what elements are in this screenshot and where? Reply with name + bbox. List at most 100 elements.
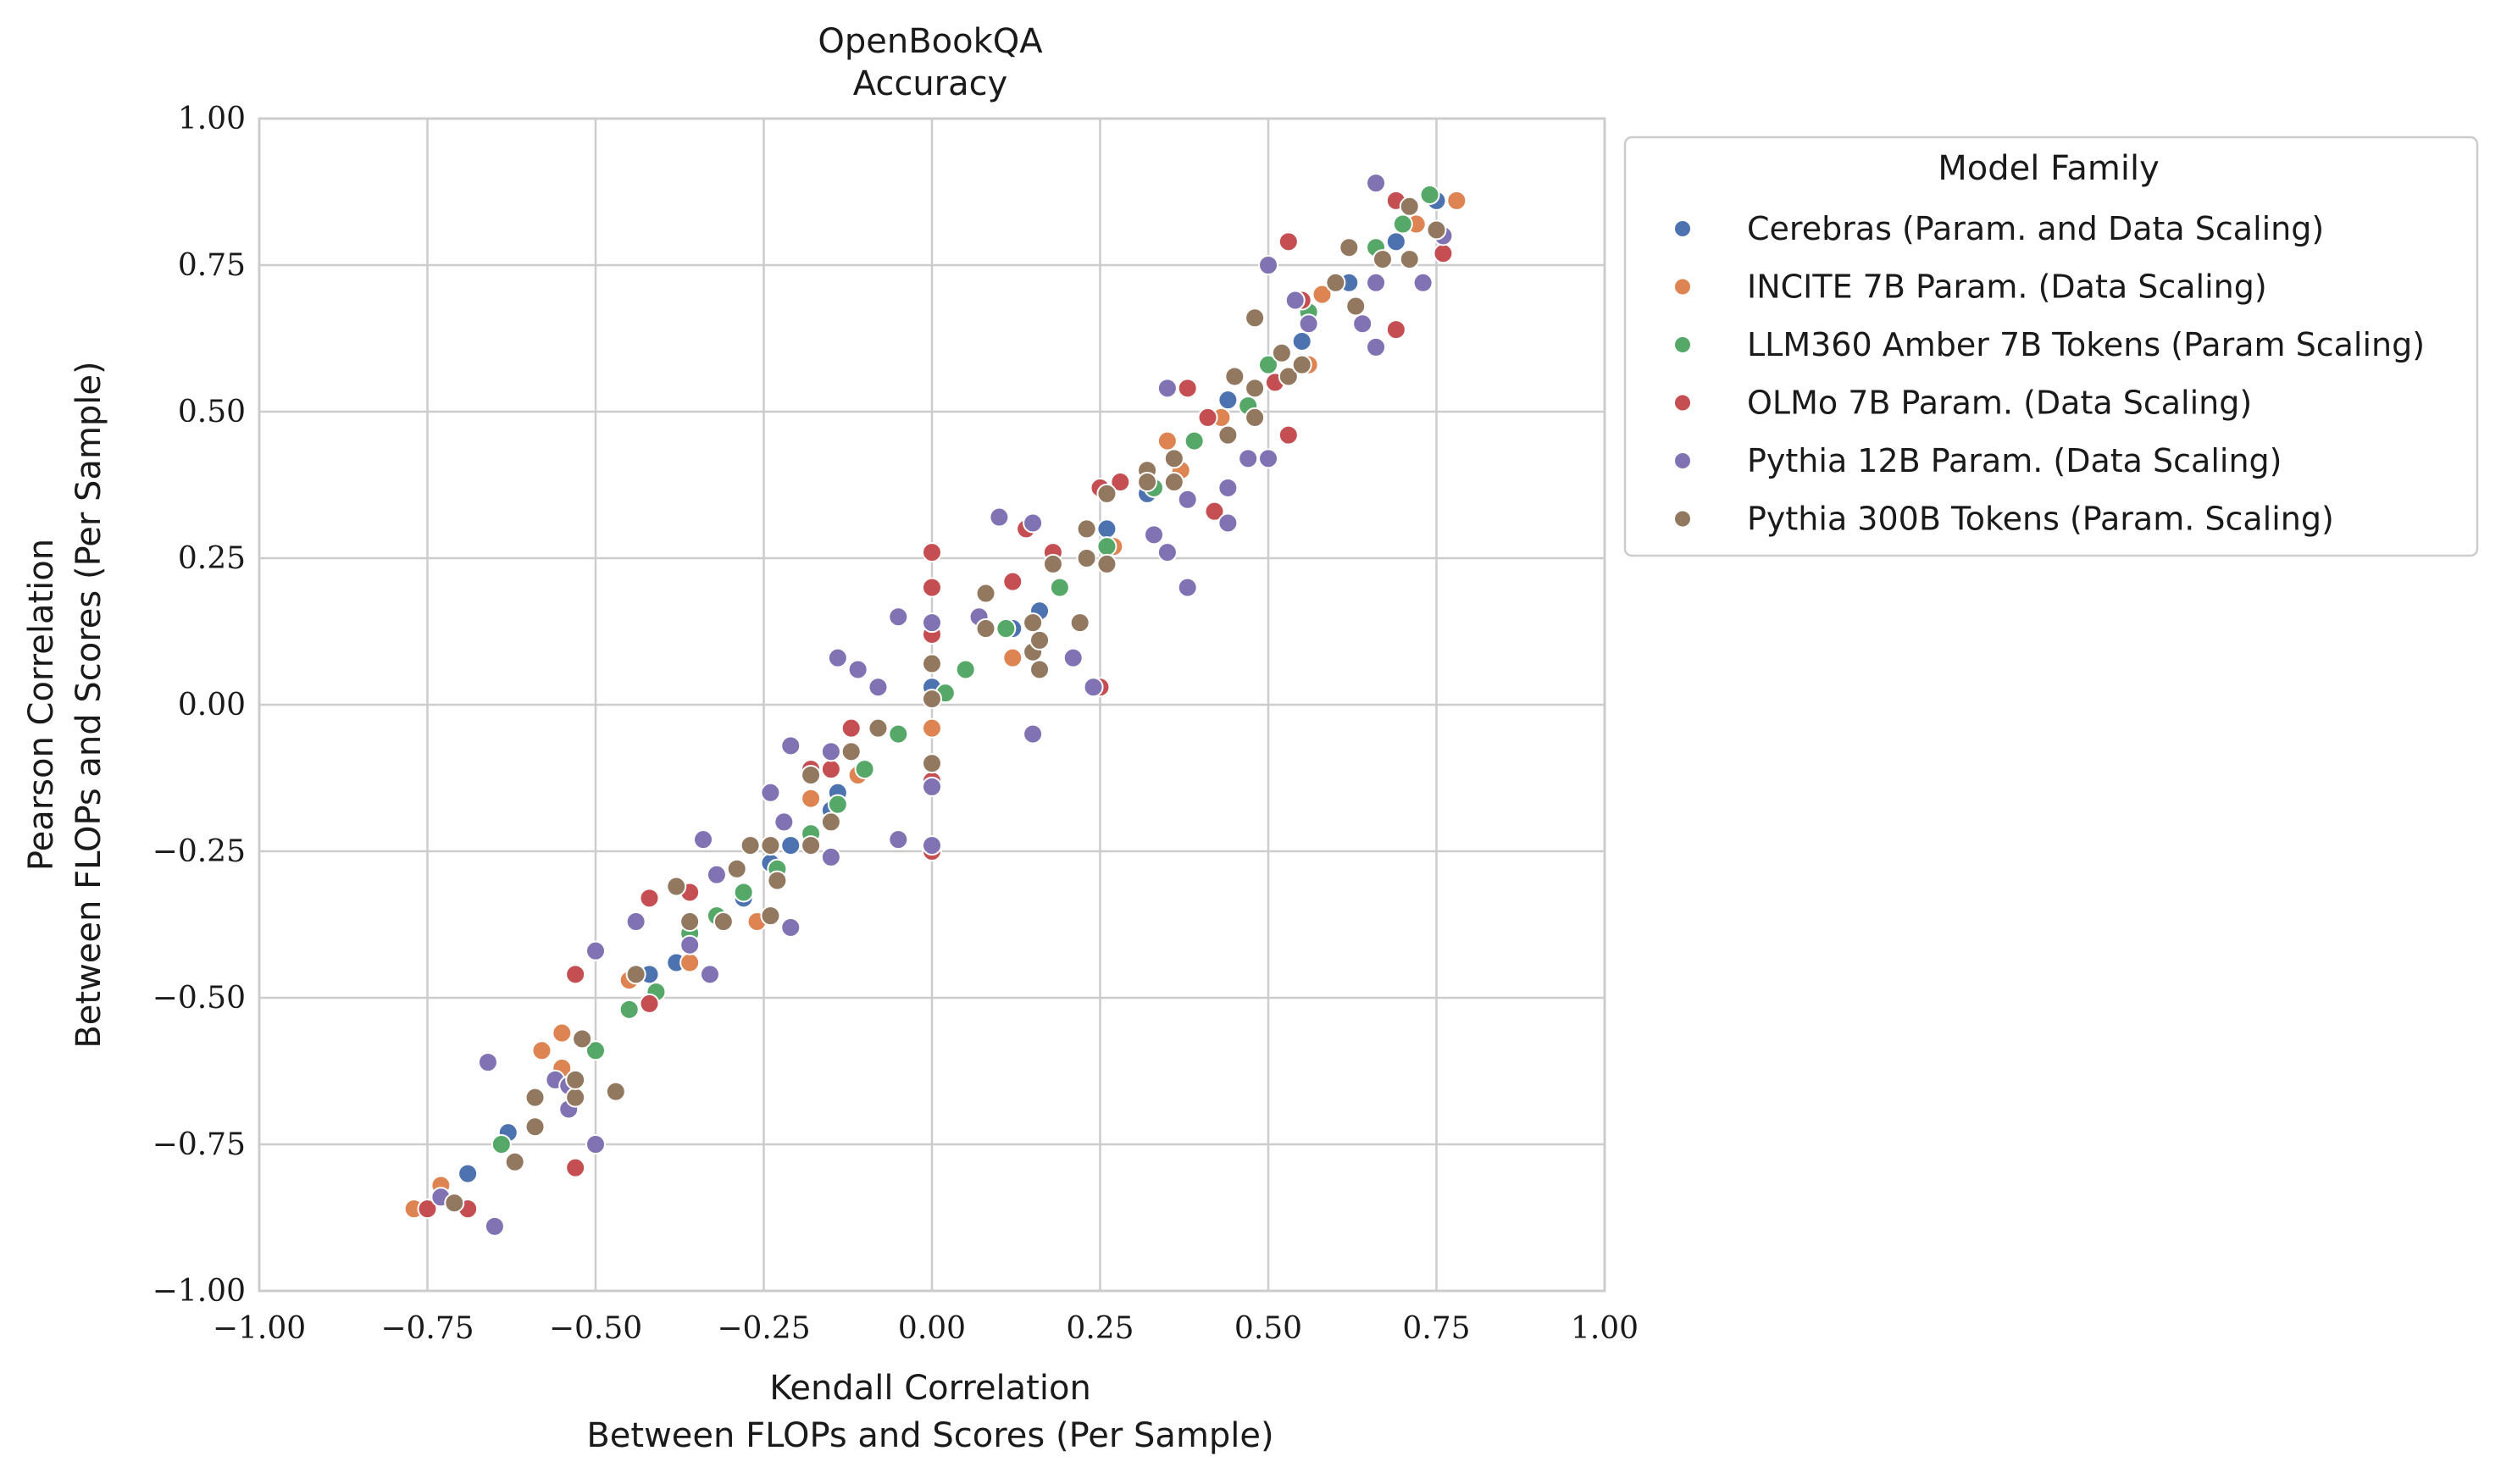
y-axis-label-line-2: Between FLOPs and Scores (Per Sample) (69, 361, 108, 1048)
legend-title: Model Family (1938, 149, 2160, 188)
data-point (477, 1052, 498, 1073)
data-point (733, 882, 754, 903)
data-point (1096, 483, 1117, 504)
legend-label: Pythia 12B Param. (Data Scaling) (1747, 442, 2282, 479)
data-point (491, 1134, 512, 1155)
x-tick-label: 0.00 (898, 1311, 966, 1346)
y-tick-label: 1.00 (178, 102, 246, 136)
x-tick-label: −1.00 (213, 1311, 306, 1346)
data-point (444, 1193, 465, 1214)
data-point (1291, 354, 1312, 375)
data-point (1245, 378, 1266, 399)
data-point (780, 735, 801, 756)
data-point (840, 717, 862, 739)
data-point (1042, 553, 1063, 574)
data-point (531, 1040, 552, 1061)
data-point (1076, 548, 1097, 568)
data-point (1366, 173, 1387, 194)
data-point (1217, 477, 1239, 498)
data-point (639, 993, 660, 1014)
data-point (706, 864, 727, 885)
data-point (1298, 313, 1319, 335)
data-point (1284, 290, 1306, 311)
data-point (1144, 524, 1165, 545)
data-point (1217, 512, 1239, 534)
data-point (922, 776, 942, 797)
data-point (625, 964, 646, 985)
data-point (1385, 231, 1406, 252)
legend-box (1623, 136, 2479, 557)
data-point (565, 1157, 586, 1178)
y-tick-label: −0.50 (152, 981, 246, 1016)
x-axis-label-line-1: Kendall Correlation (769, 1369, 1091, 1408)
data-point (699, 964, 720, 985)
x-axis-ticks: −1.00 −0.75 −0.50 −0.25 0.00 0.25 0.50 0.75 1.00 (213, 1311, 1639, 1346)
data-point (524, 1116, 546, 1138)
data-point (1177, 378, 1198, 399)
data-point (524, 1087, 546, 1108)
data-point (1385, 319, 1406, 341)
data-point (840, 741, 862, 762)
data-point (820, 741, 841, 762)
data-point (1352, 313, 1373, 335)
data-point (1096, 536, 1117, 557)
data-point (605, 1081, 626, 1102)
chart-title-line-2: Accuracy (853, 64, 1008, 103)
data-point (922, 653, 942, 674)
legend-label: INCITE 7B Param. (Data Scaling) (1747, 269, 2267, 306)
data-point (1177, 577, 1198, 598)
data-point (1177, 489, 1198, 510)
data-point (1062, 647, 1084, 668)
data-point (565, 1087, 586, 1108)
data-point (552, 1022, 573, 1044)
data-point (572, 1028, 593, 1049)
data-point (801, 788, 822, 809)
data-point (820, 846, 841, 867)
legend: Model Family Cerebras (Param. and Data S… (1623, 136, 2479, 557)
data-point (726, 858, 747, 879)
data-point (1446, 190, 1467, 211)
data-points (403, 173, 1467, 1237)
data-point (1325, 272, 1346, 293)
data-point (1339, 237, 1360, 258)
data-point (854, 759, 875, 780)
data-point (1399, 196, 1420, 217)
legend-label: Pythia 300B Tokens (Param. Scaling) (1747, 501, 2334, 538)
legend-marker (1673, 219, 1692, 238)
data-point (922, 542, 942, 563)
x-axis-label: Kendall Correlation Between FLOPs and Sc… (586, 1369, 1273, 1455)
data-point (679, 952, 701, 973)
data-point (693, 829, 714, 850)
data-point (1426, 219, 1447, 241)
legend-item: LLM360 Amber 7B Tokens (Param Scaling) (1673, 326, 2425, 363)
legend-item: Pythia 12B Param. (Data Scaling) (1673, 442, 2282, 479)
data-point (801, 765, 822, 786)
data-point (922, 753, 942, 774)
y-tick-label: −1.00 (152, 1274, 246, 1309)
legend-marker (1673, 393, 1692, 413)
data-point (922, 835, 942, 856)
data-point (922, 689, 942, 710)
data-point (1258, 448, 1278, 469)
data-point (618, 999, 640, 1020)
data-point (1278, 366, 1299, 387)
data-point (780, 835, 801, 856)
y-axis-ticks: −1.00 −0.75 −0.50 −0.25 0.00 0.25 0.50 0.75 1.00 (152, 102, 246, 1309)
data-point (868, 717, 889, 739)
data-point (1137, 472, 1158, 493)
plot-area (258, 117, 1606, 1293)
data-point (1224, 366, 1245, 387)
x-tick-label: 1.00 (1571, 1311, 1639, 1346)
data-point (679, 934, 701, 955)
data-point (1258, 255, 1278, 275)
x-tick-label: 0.25 (1066, 1311, 1134, 1346)
data-point (1217, 390, 1239, 411)
data-point (1156, 378, 1178, 399)
y-tick-label: 0.75 (178, 248, 246, 283)
x-tick-label: −0.75 (380, 1311, 474, 1346)
chart-title-line-1: OpenBookQA (818, 22, 1043, 61)
data-point (888, 606, 909, 628)
y-tick-label: 0.25 (178, 541, 246, 576)
data-point (767, 870, 788, 891)
data-point (504, 1151, 525, 1172)
